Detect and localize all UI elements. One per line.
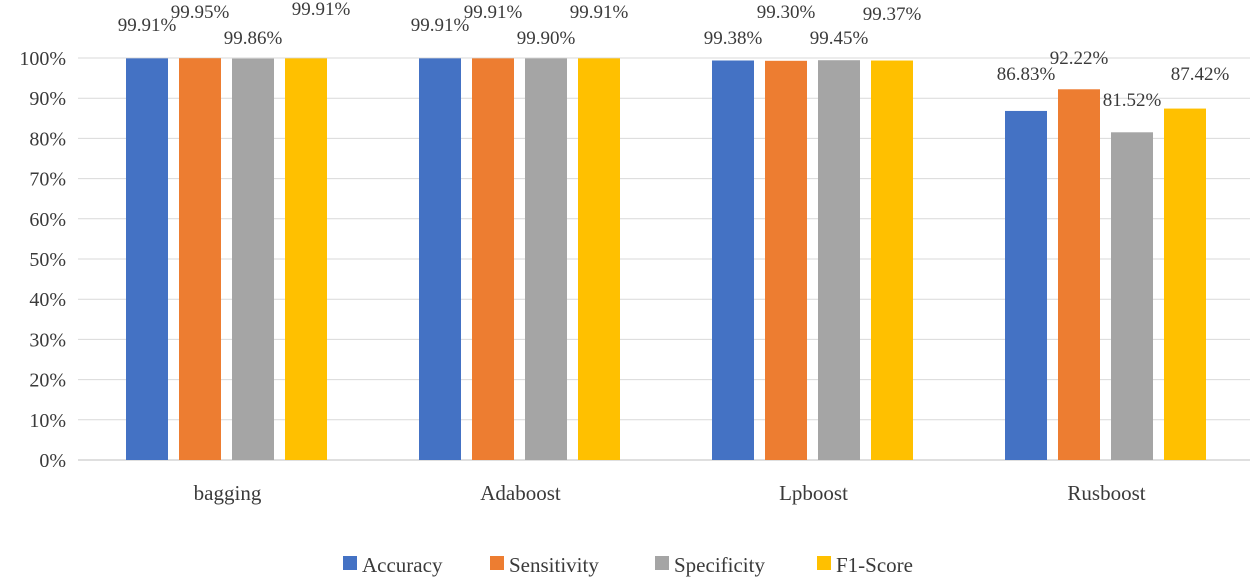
bar-specificity-rusboost <box>1111 132 1153 460</box>
y-tick-label: 30% <box>29 329 66 351</box>
x-axis-categories: bagging Adaboost Lpboost Rusboost <box>194 481 1146 505</box>
legend-label: Sensitivity <box>509 553 599 577</box>
legend-label: Specificity <box>674 553 765 577</box>
data-label: 99.91% <box>570 2 629 23</box>
bar-sensitivity-bagging <box>179 58 221 461</box>
bar-accuracy-bagging <box>126 58 168 460</box>
legend-swatch <box>817 556 831 570</box>
data-label: 99.30% <box>757 2 816 23</box>
y-tick-label: 100% <box>19 48 66 70</box>
x-category-label: Rusboost <box>1067 481 1145 505</box>
data-label: 99.91% <box>411 15 470 36</box>
x-category-label: Adaboost <box>480 481 561 505</box>
legend-swatch <box>343 556 357 570</box>
y-tick-label: 40% <box>29 289 66 311</box>
data-labels: 99.91%99.95%99.86%99.91%99.91%99.91%99.9… <box>118 0 1230 111</box>
bar-f1-score-lpboost <box>871 60 913 461</box>
y-tick-label: 70% <box>29 169 66 191</box>
legend: Accuracy Sensitivity Specificity F1-Score <box>343 553 913 577</box>
bars <box>126 58 1206 461</box>
bar-specificity-adaboost <box>525 58 567 460</box>
data-label: 99.91% <box>464 2 523 23</box>
data-label: 99.45% <box>810 28 869 49</box>
data-label: 99.90% <box>517 28 576 49</box>
y-tick-label: 50% <box>29 249 66 271</box>
bar-f1-score-adaboost <box>578 58 620 460</box>
legend-swatch <box>655 556 669 570</box>
bar-f1-score-rusboost <box>1164 108 1206 461</box>
y-tick-label: 60% <box>29 209 66 231</box>
bar-accuracy-adaboost <box>419 58 461 460</box>
data-label: 99.86% <box>224 28 283 49</box>
x-category-label: bagging <box>194 481 262 505</box>
data-label: 87.42% <box>1171 64 1230 85</box>
bar-accuracy-rusboost <box>1005 110 1047 461</box>
legend-swatch <box>490 556 504 570</box>
data-label: 86.83% <box>997 64 1056 85</box>
y-tick-label: 0% <box>39 450 66 472</box>
y-tick-label: 20% <box>29 370 66 392</box>
bar-sensitivity-adaboost <box>472 58 514 460</box>
bar-sensitivity-rusboost <box>1058 89 1100 460</box>
data-label: 99.38% <box>704 28 763 49</box>
bar-sensitivity-lpboost <box>765 60 807 461</box>
bar-f1-score-bagging <box>285 58 327 460</box>
data-label: 99.95% <box>171 2 230 23</box>
y-tick-label: 80% <box>29 128 66 150</box>
legend-label: F1-Score <box>836 553 913 577</box>
data-label: 99.91% <box>118 15 177 36</box>
y-tick-label: 10% <box>29 410 66 432</box>
y-axis-ticks: 0% 10% 20% 30% 40% 50% 60% 70% 80% 90% 100% <box>19 48 66 472</box>
x-category-label: Lpboost <box>779 481 848 505</box>
legend-label: Accuracy <box>362 553 443 577</box>
bar-specificity-bagging <box>232 58 274 460</box>
bar-accuracy-lpboost <box>712 60 754 460</box>
bar-specificity-lpboost <box>818 60 860 460</box>
data-label: 92.22% <box>1050 48 1109 69</box>
data-label: 99.37% <box>863 4 922 25</box>
data-label: 99.91% <box>292 0 351 20</box>
y-tick-label: 90% <box>29 88 66 110</box>
data-label: 81.52% <box>1103 90 1162 111</box>
